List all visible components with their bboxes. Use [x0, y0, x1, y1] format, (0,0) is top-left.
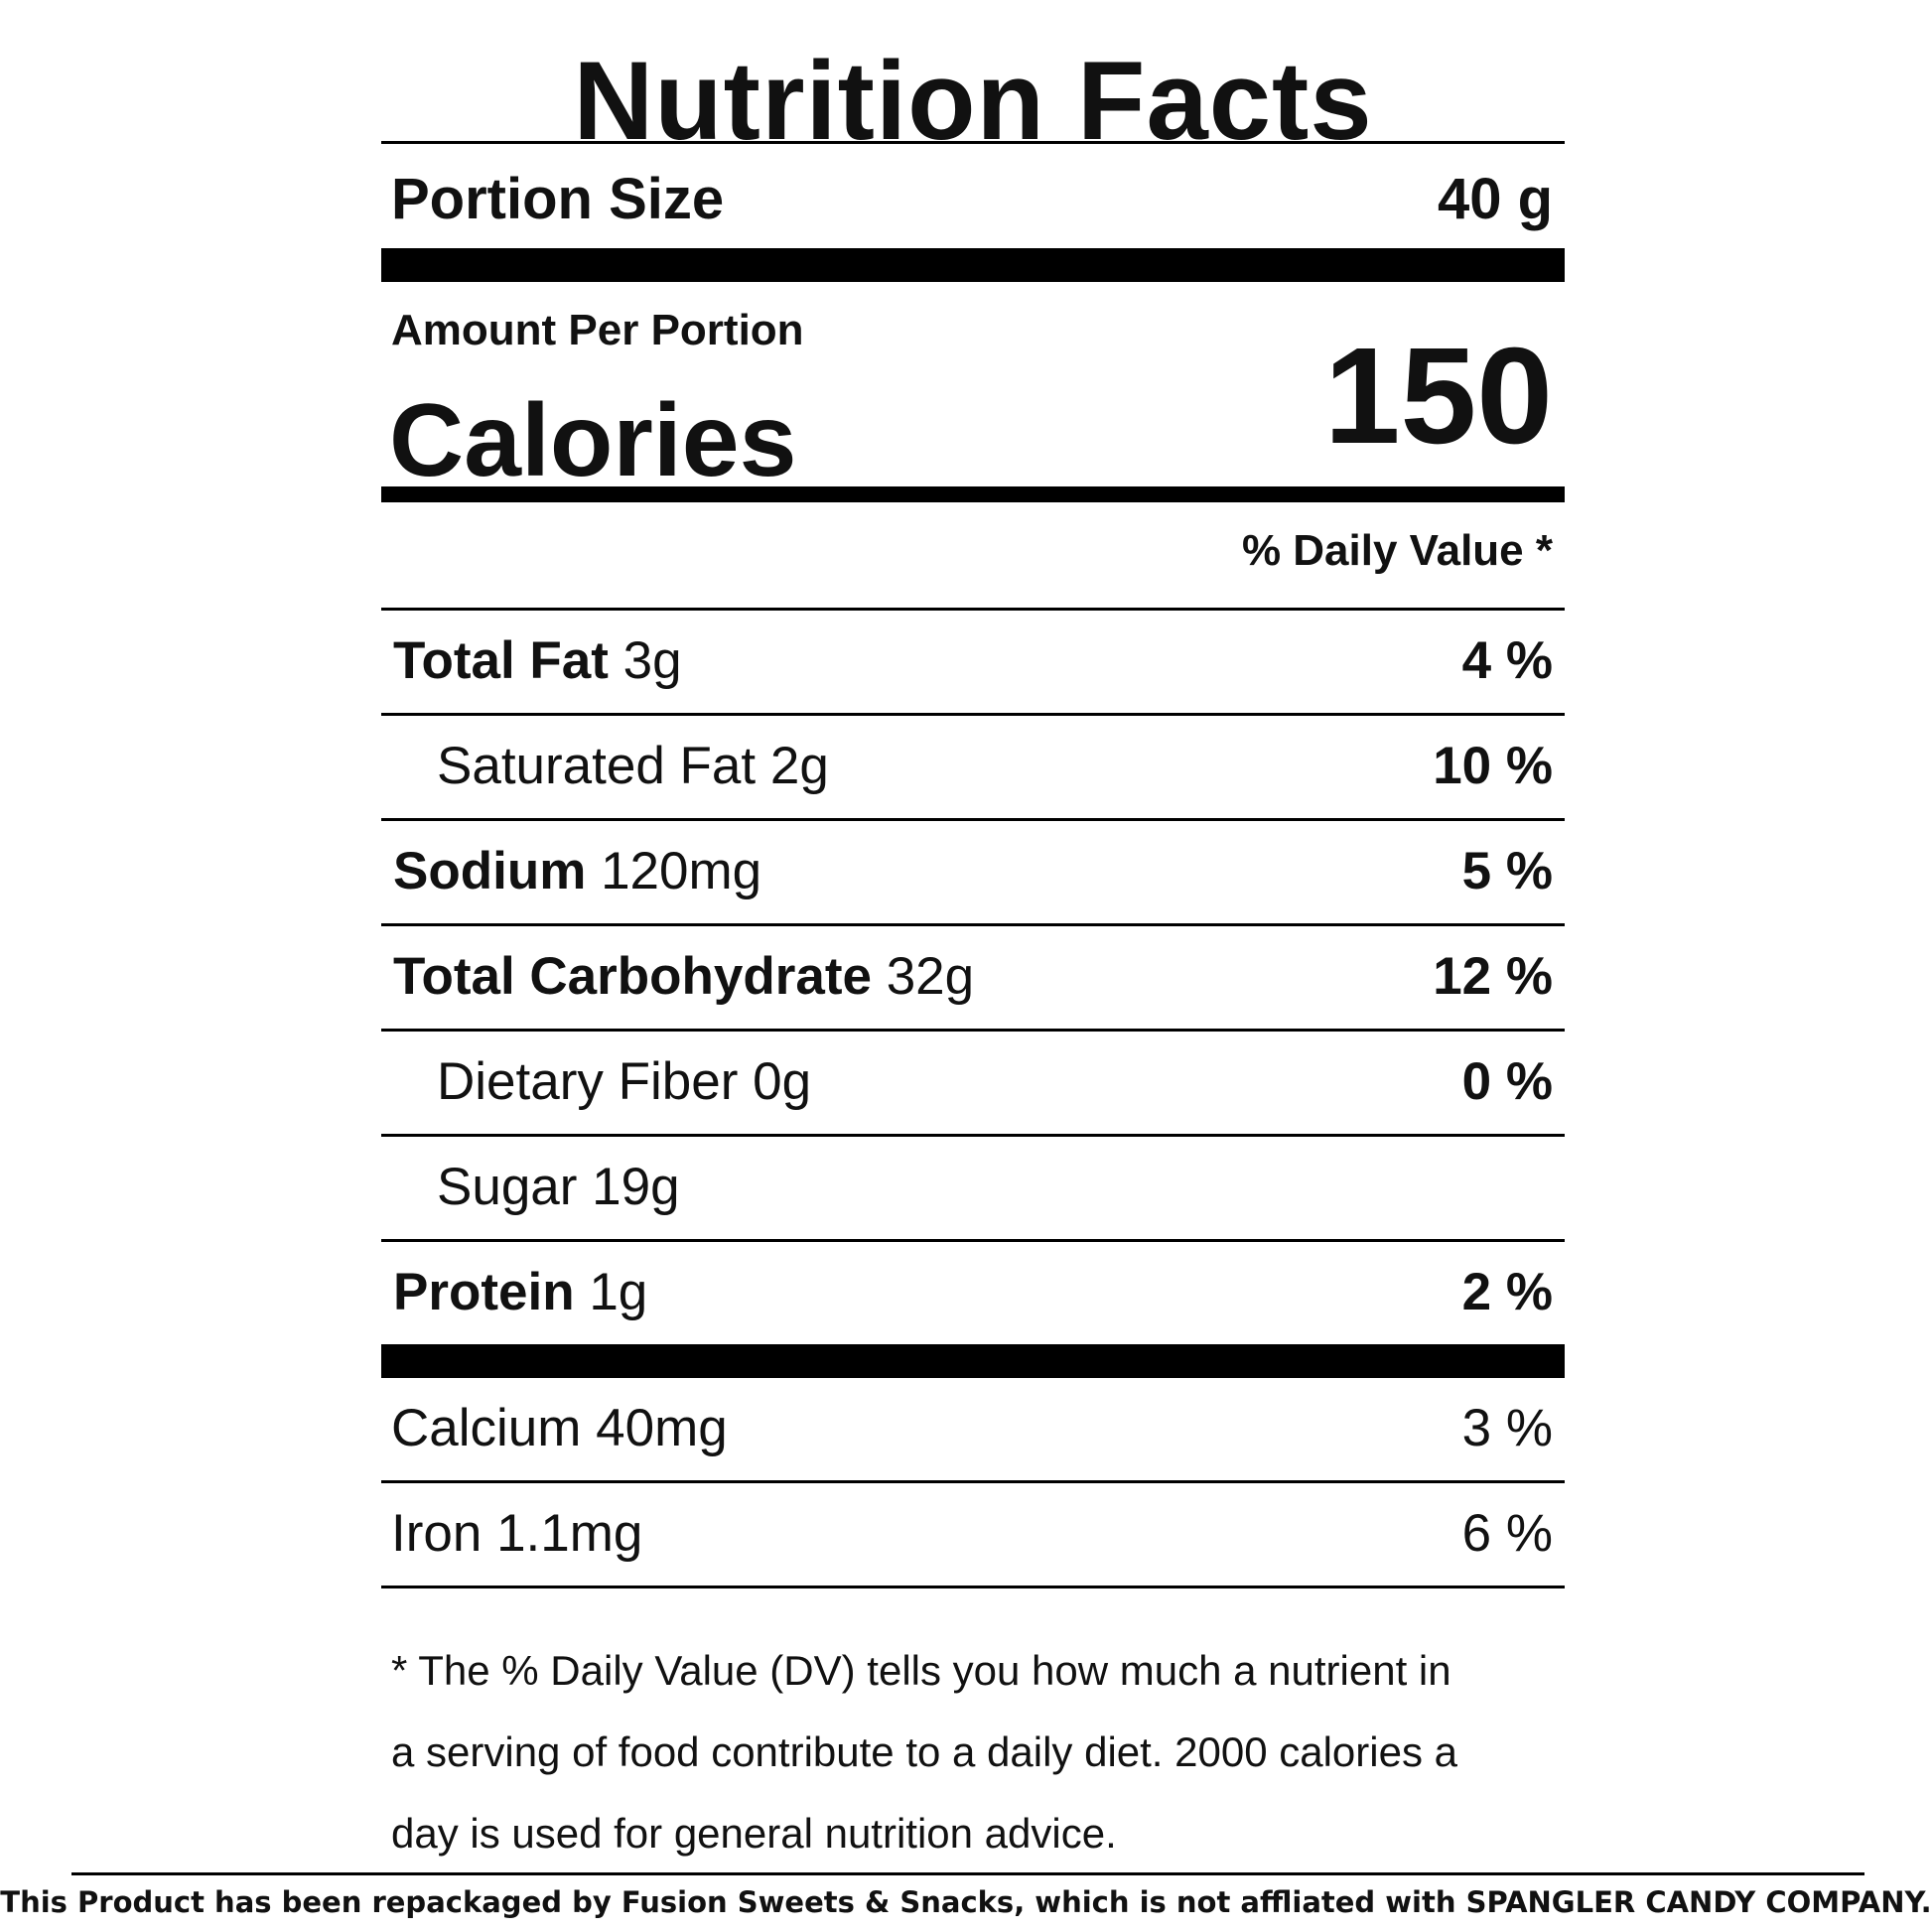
portion-size-value: 40 g	[1437, 167, 1553, 231]
title-divider	[381, 141, 1565, 144]
nutrient-name: Protein	[393, 1263, 575, 1321]
nutrient-name: Sugar	[437, 1158, 578, 1216]
footnote-line: a serving of food contribute to a daily …	[391, 1728, 1457, 1775]
nutrient-dv: 2 %	[1461, 1263, 1553, 1321]
nutrient-row-total-carbohydrate: Total Carbohydrate 32g 12 %	[381, 923, 1565, 1029]
nutrient-amount: 19g	[592, 1158, 680, 1216]
nutrient-name: Total Fat	[393, 631, 609, 690]
nutrient-dv: 10 %	[1433, 737, 1553, 795]
nutrient-row-total-fat: Total Fat 3g 4 %	[381, 608, 1565, 713]
nutrient-amount: 120mg	[601, 842, 762, 900]
nutrient-row-dietary-fiber: Dietary Fiber 0g 0 %	[381, 1029, 1565, 1134]
portion-size-label: Portion Size	[391, 167, 725, 231]
nutrient-row-sodium: Sodium 120mg 5 %	[381, 818, 1565, 923]
calories-divider	[381, 486, 1565, 502]
repackaging-disclaimer: This Product has been repackaged by Fusi…	[0, 1885, 1932, 1919]
mineral-row-calcium: Calcium 40mg 3 %	[381, 1378, 1565, 1483]
calories-value: 150	[1323, 320, 1553, 473]
mineral-amount: 1.1mg	[496, 1504, 643, 1563]
nutrient-dv: 12 %	[1433, 947, 1553, 1006]
disclaimer-divider	[71, 1872, 1864, 1875]
nutrient-name: Saturated Fat	[437, 737, 757, 795]
nutrient-amount: 2g	[769, 737, 829, 795]
footnote-line: day is used for general nutrition advice…	[391, 1810, 1117, 1857]
mineral-name: Iron	[391, 1504, 483, 1563]
nutrient-amount: 32g	[886, 947, 975, 1006]
nutrient-amount: 0g	[753, 1052, 812, 1111]
protein-divider	[381, 1344, 1565, 1378]
calories-label: Calories	[389, 383, 797, 498]
mineral-row-iron: Iron 1.1mg 6 %	[381, 1483, 1565, 1588]
mineral-list: Calcium 40mg 3 % Iron 1.1mg 6 %	[381, 1378, 1565, 1588]
nutrient-amount: 1g	[589, 1263, 648, 1321]
nutrient-amount: 3g	[622, 631, 682, 690]
nutrient-list: Total Fat 3g 4 % Saturated Fat 2g 10 % S…	[381, 608, 1565, 1344]
nutrient-row-protein: Protein 1g 2 %	[381, 1239, 1565, 1344]
nutrition-label: Nutrition Facts Portion Size 40 g Amount…	[381, 24, 1565, 1857]
amount-per-portion: Amount Per Portion	[391, 306, 804, 354]
nutrient-name: Dietary Fiber	[437, 1052, 739, 1111]
mineral-dv: 3 %	[1461, 1399, 1553, 1457]
nutrient-row-sugar: Sugar 19g	[381, 1134, 1565, 1239]
daily-value-header: % Daily Value *	[1241, 526, 1553, 575]
footnote-line: * The % Daily Value (DV) tells you how m…	[391, 1647, 1451, 1694]
nutrient-name: Sodium	[393, 842, 587, 900]
mineral-name: Calcium	[391, 1399, 582, 1457]
nutrient-name: Total Carbohydrate	[393, 947, 872, 1006]
nutrient-dv: 5 %	[1461, 842, 1553, 900]
label-title: Nutrition Facts	[573, 39, 1373, 163]
portion-divider	[381, 248, 1565, 282]
nutrient-dv: 0 %	[1461, 1052, 1553, 1111]
mineral-amount: 40mg	[596, 1399, 728, 1457]
nutrient-row-saturated-fat: Saturated Fat 2g 10 %	[381, 713, 1565, 818]
mineral-dv: 6 %	[1461, 1504, 1553, 1563]
nutrient-dv: 4 %	[1461, 631, 1553, 690]
daily-value-footnote: * The % Daily Value (DV) tells you how m…	[391, 1630, 1533, 1874]
